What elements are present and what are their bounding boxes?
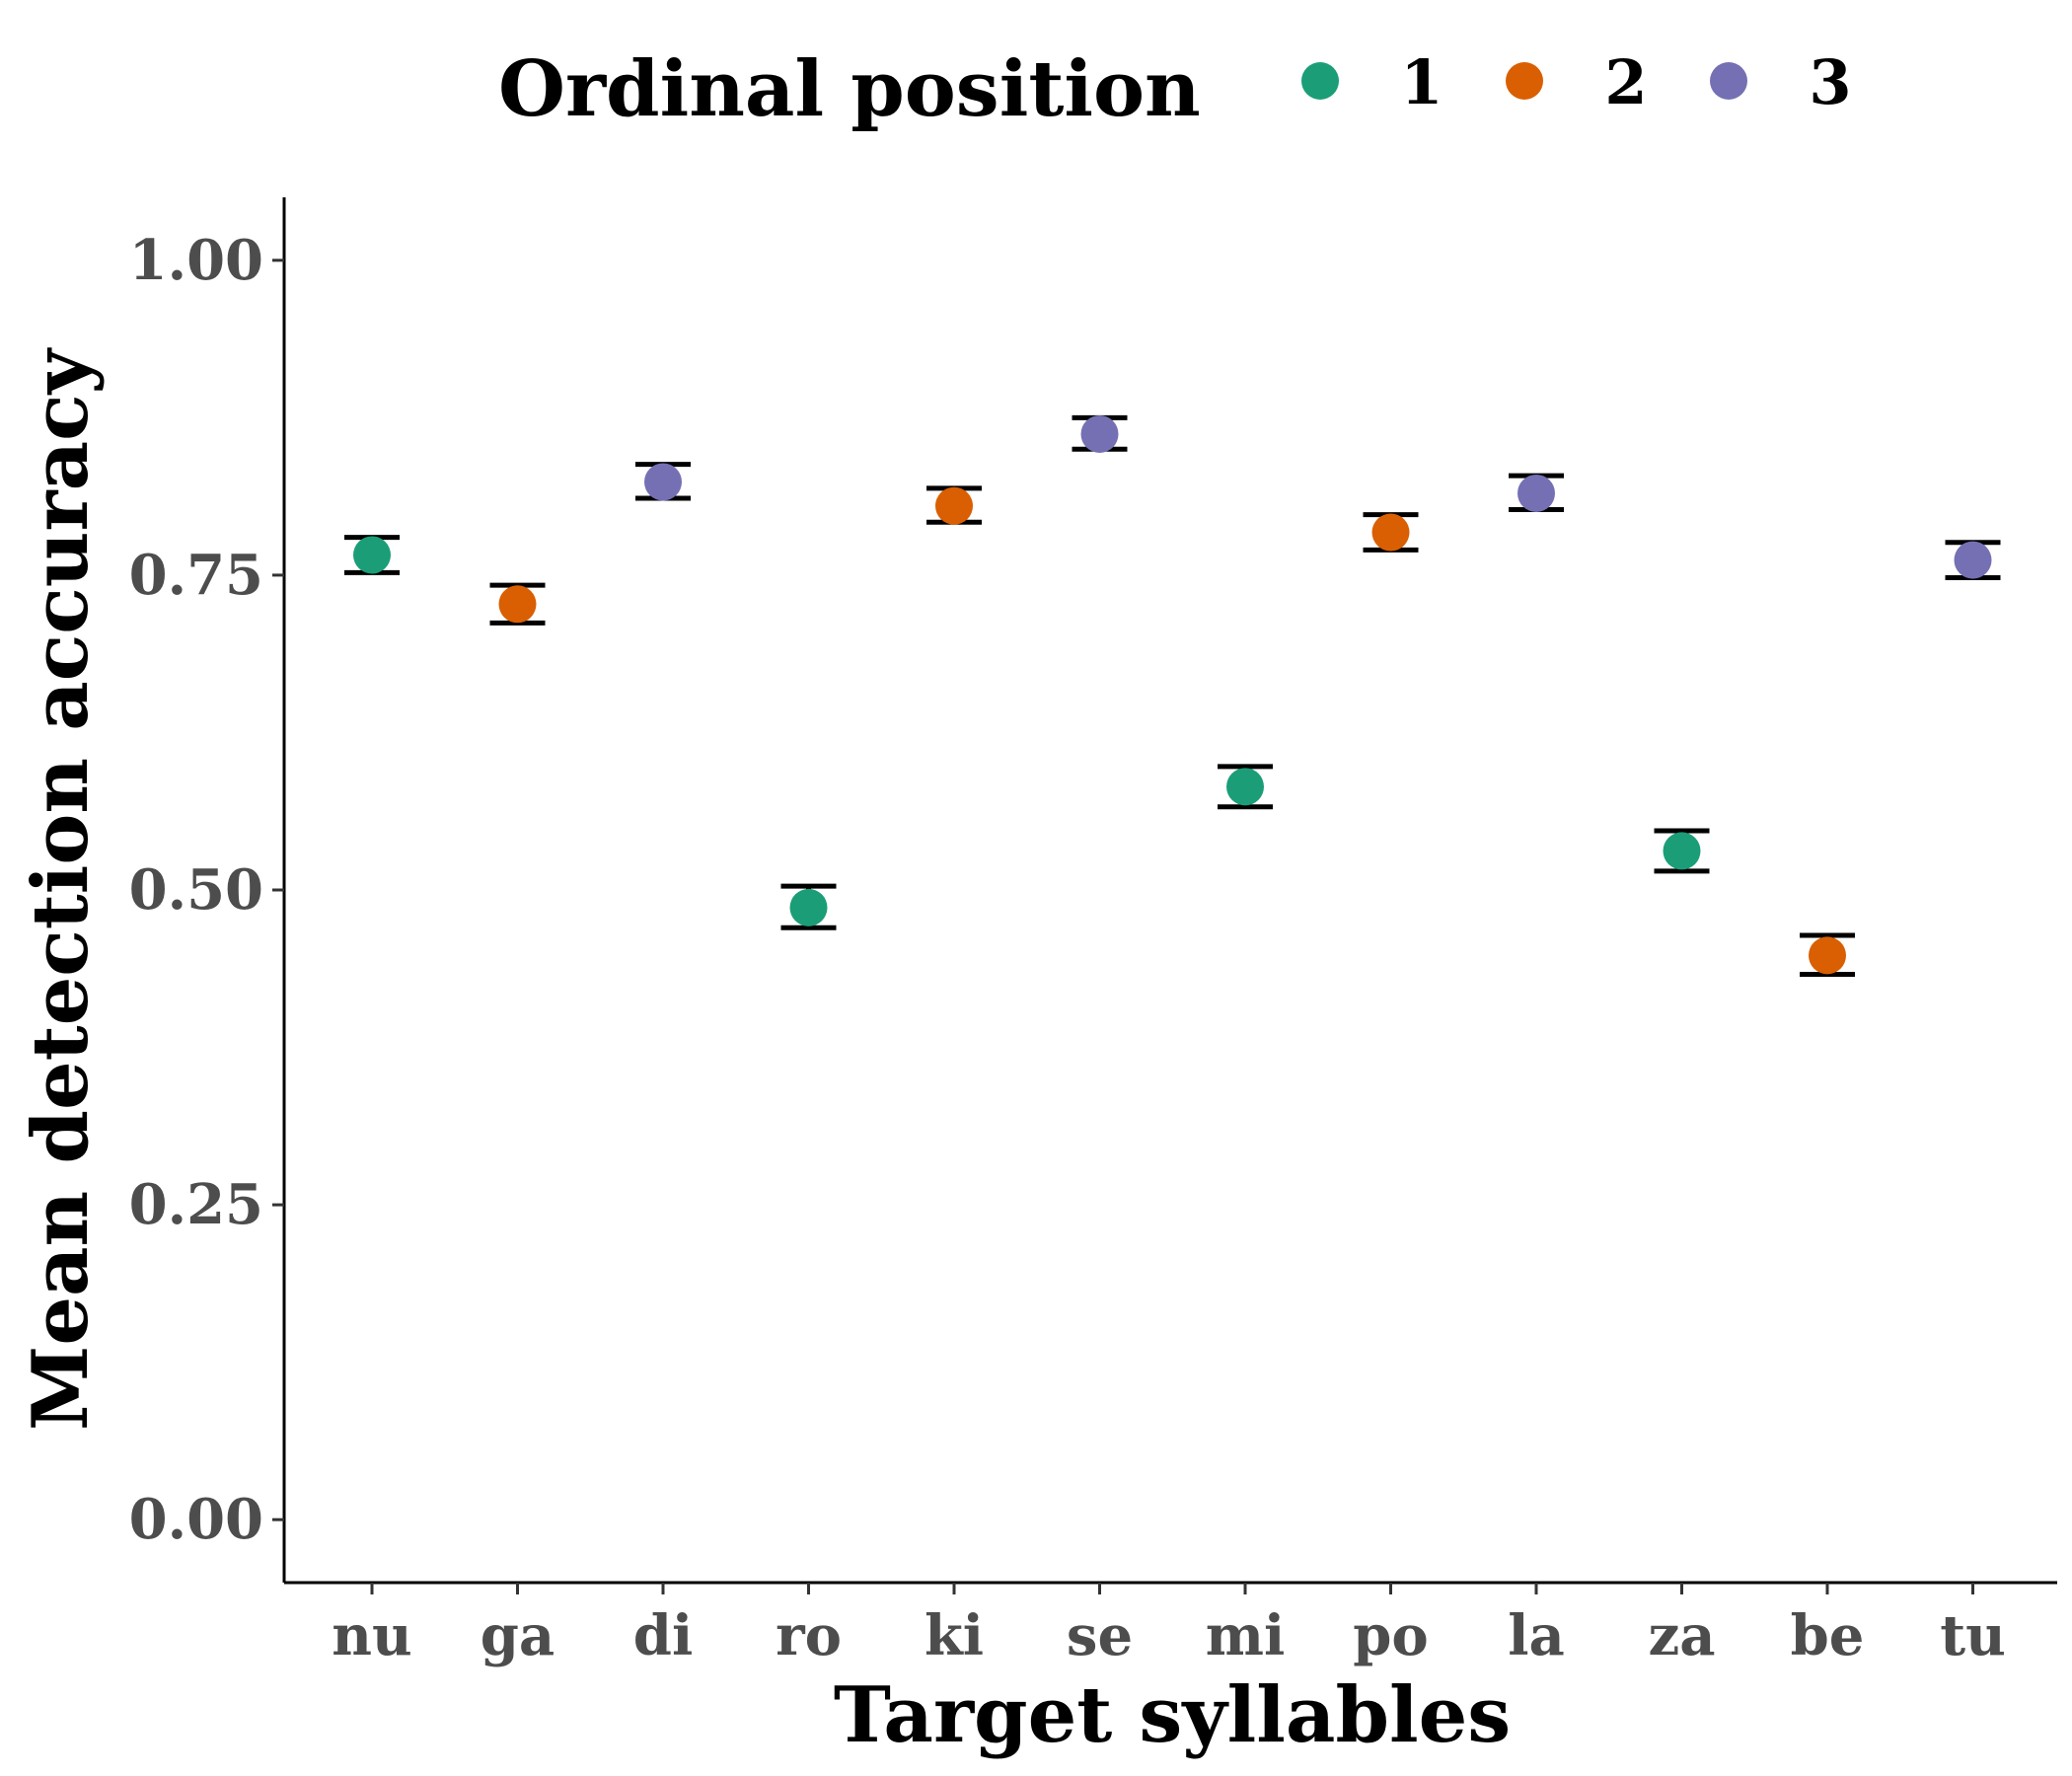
point-se — [1080, 414, 1119, 453]
legend-key-1 — [1301, 62, 1339, 100]
point-mi — [1226, 768, 1264, 806]
x-ticks: nu ga di ro ki se mi po la za be tu — [332, 1583, 2006, 1668]
x-tick-label-se: se — [1067, 1603, 1133, 1668]
x-tick-label-po: po — [1353, 1603, 1429, 1668]
legend-label-3: 3 — [1809, 46, 1851, 118]
point-nu — [353, 536, 391, 574]
legend-title: Ordinal position — [498, 44, 1201, 134]
x-tick-label-be: be — [1791, 1603, 1865, 1668]
x-tick-label-ki: ki — [925, 1603, 984, 1668]
x-tick-label-nu: nu — [332, 1603, 411, 1668]
point-la — [1517, 474, 1555, 512]
y-tick-label: 1.00 — [129, 228, 263, 293]
x-axis-title: Target syllables — [834, 1670, 1511, 1760]
legend-key-3 — [1710, 62, 1747, 100]
x-tick-label-mi: mi — [1206, 1603, 1286, 1668]
y-axis-title: Mean detection accuracy — [16, 346, 106, 1431]
x-tick-label-ro: ro — [776, 1603, 842, 1668]
x-tick-label-za: za — [1648, 1603, 1715, 1668]
point-ga — [498, 585, 537, 624]
point-di — [644, 463, 682, 501]
error-bars — [344, 414, 2001, 978]
x-tick-label-tu: tu — [1940, 1603, 2006, 1668]
point-za — [1663, 832, 1701, 870]
point-ro — [789, 888, 828, 926]
point-be — [1809, 936, 1846, 975]
x-tick-label-ga: ga — [481, 1603, 555, 1668]
x-tick-label-di: di — [633, 1603, 693, 1668]
point-tu — [1954, 541, 1992, 579]
legend-key-2 — [1506, 62, 1543, 100]
y-ticks: 0.00 0.25 0.50 0.75 1.00 — [129, 228, 284, 1552]
x-tick-label-la: la — [1508, 1603, 1565, 1668]
point-po — [1371, 513, 1410, 552]
y-tick-label: 0.00 — [129, 1487, 263, 1552]
legend-label-1: 1 — [1400, 46, 1443, 118]
legend-label-2: 2 — [1604, 46, 1647, 118]
legend: Ordinal position 1 2 3 — [498, 44, 1852, 134]
y-tick-label: 0.75 — [129, 543, 263, 608]
plot-area: 0.00 0.25 0.50 0.75 1.00 nu ga di ro ki se mi po la z… — [129, 197, 2057, 1668]
data-points — [353, 414, 1992, 975]
y-tick-label: 0.50 — [129, 857, 263, 923]
point-ki — [935, 486, 973, 525]
legend-entries: 1 2 3 — [1301, 46, 1852, 118]
y-tick-label: 0.25 — [129, 1172, 263, 1237]
